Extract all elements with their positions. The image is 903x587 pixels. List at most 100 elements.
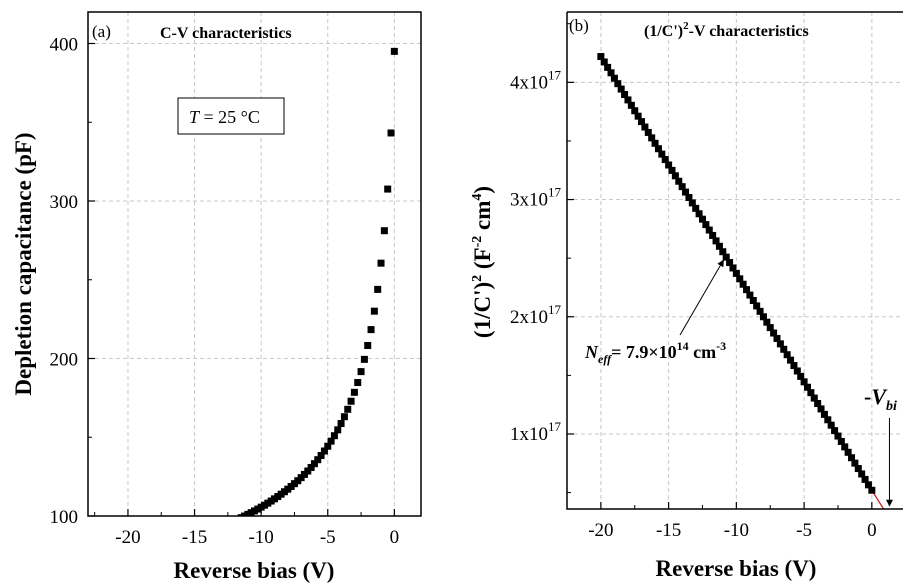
data-point <box>756 307 764 315</box>
data-point <box>224 520 231 527</box>
data-point <box>357 368 365 376</box>
plot-frame-a <box>87 11 422 517</box>
panel-label-b: (b) <box>569 16 589 35</box>
data-point <box>631 107 639 115</box>
panel-a: -20 -15 -10 -5 0 100 200 300 400 (a) C-V charact… <box>11 11 422 583</box>
data-point <box>641 123 649 131</box>
data-point <box>314 456 322 464</box>
data-point <box>787 356 795 364</box>
data-point <box>726 259 734 267</box>
y-tick-label: 3x1017 <box>510 185 562 211</box>
data-point <box>168 540 175 547</box>
data-point <box>304 467 312 475</box>
data-point <box>317 451 325 459</box>
data-point <box>715 242 723 250</box>
data-point <box>310 460 318 468</box>
series-a <box>128 47 398 556</box>
grid-b <box>567 12 903 509</box>
data-point <box>776 340 784 348</box>
data-point <box>864 481 872 489</box>
series-b <box>597 53 876 494</box>
data-point <box>128 549 135 556</box>
data-point <box>604 63 612 71</box>
data-point <box>610 74 618 82</box>
data-point <box>848 454 856 462</box>
x-axis-title-b: Reverse bias (V) <box>656 556 817 581</box>
data-point <box>831 427 839 435</box>
x-tick-label: -15 <box>656 520 681 541</box>
data-point <box>837 437 845 445</box>
data-point <box>367 326 375 334</box>
data-point <box>597 53 605 61</box>
data-point <box>753 302 761 310</box>
data-point <box>746 291 754 299</box>
data-point <box>678 183 686 191</box>
data-point <box>387 129 395 137</box>
data-point <box>344 405 352 413</box>
data-point <box>854 465 862 473</box>
data-point <box>790 362 798 370</box>
y-tick-label: 1x1017 <box>510 419 562 445</box>
vbi-label: -Vbi <box>864 384 897 414</box>
data-point <box>712 237 720 245</box>
data-point <box>780 345 788 353</box>
data-point <box>729 264 737 272</box>
data-point <box>154 543 161 550</box>
data-point <box>340 413 348 421</box>
data-point <box>858 470 866 478</box>
data-point <box>820 410 828 418</box>
data-point <box>370 307 378 315</box>
chart-title-a: C-V characteristics <box>160 25 292 42</box>
neff-arrow <box>679 259 724 336</box>
x-tick-label: -20 <box>115 527 140 548</box>
data-point <box>861 475 869 483</box>
data-point <box>327 437 335 445</box>
data-point <box>607 69 615 77</box>
data-point <box>736 275 744 283</box>
data-point <box>851 459 859 467</box>
x-tick-label: -20 <box>588 520 613 541</box>
data-point <box>621 90 629 98</box>
data-point <box>138 547 145 554</box>
data-point <box>763 318 771 326</box>
data-point <box>390 47 398 55</box>
data-point <box>817 405 825 413</box>
x-tick-label: -15 <box>182 527 207 548</box>
data-point <box>844 448 852 456</box>
data-point <box>773 334 781 342</box>
data-point <box>144 546 151 553</box>
data-point <box>695 210 703 218</box>
data-point <box>638 118 646 126</box>
data-point <box>648 134 656 142</box>
data-point <box>759 313 767 321</box>
data-point <box>234 515 242 516</box>
data-point <box>722 253 730 261</box>
data-point <box>171 539 178 546</box>
data-point <box>824 416 832 424</box>
data-point <box>384 185 392 193</box>
data-point <box>307 463 315 471</box>
data-point <box>827 421 835 429</box>
data-point <box>644 128 652 136</box>
data-point <box>658 150 666 158</box>
data-point <box>211 525 218 532</box>
data-point <box>141 546 148 553</box>
x-tick-label: -10 <box>248 527 273 548</box>
y-axis-title-b: (1/C')2 (F-2 cm4) <box>470 186 495 338</box>
data-point <box>661 156 669 164</box>
data-point <box>364 341 372 349</box>
data-point <box>665 161 673 169</box>
data-point <box>671 172 679 180</box>
data-point <box>682 188 690 196</box>
data-point <box>134 548 141 555</box>
data-point <box>350 388 358 396</box>
x-tick-label: 0 <box>390 527 400 548</box>
data-point <box>617 85 625 93</box>
data-point <box>705 226 713 234</box>
data-point <box>174 538 181 545</box>
data-point <box>675 177 683 185</box>
x-tick-label: 0 <box>867 520 877 541</box>
data-point <box>334 426 342 434</box>
ticks-a: -20 -15 -10 -5 0 100 200 300 400 <box>50 35 400 549</box>
